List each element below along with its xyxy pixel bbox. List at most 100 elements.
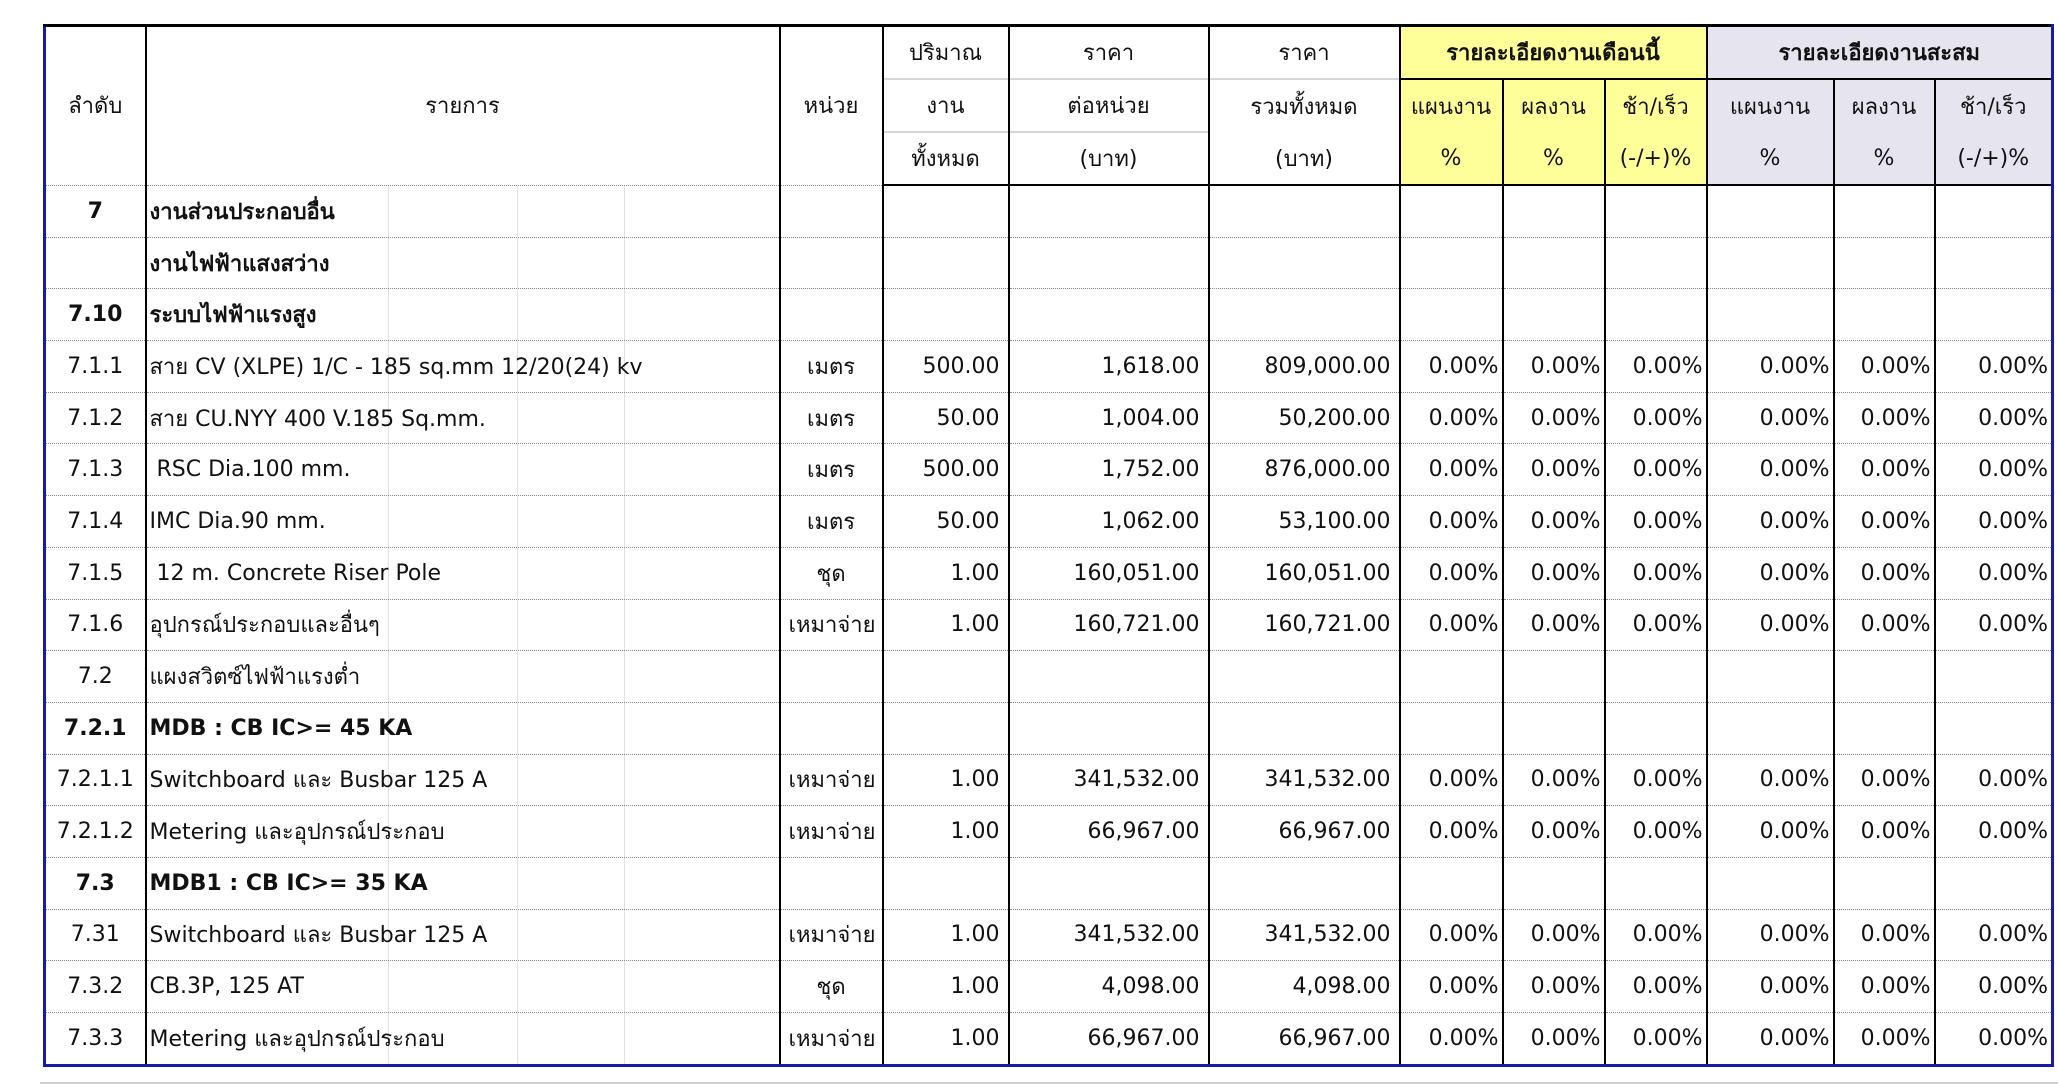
item-unit	[778, 650, 884, 703]
item-total-price: 53,100.00	[1207, 495, 1401, 548]
item-quantity: 1.00	[881, 908, 1010, 961]
item-quantity	[881, 650, 1010, 703]
item-description: งานส่วนประกอบอื่น	[144, 184, 781, 238]
item-total-price: 809,000.00	[1207, 340, 1401, 393]
item-quantity: 1.00	[881, 546, 1010, 599]
item-month-diff-percent	[1604, 650, 1708, 703]
item-cum-actual-percent	[1833, 288, 1936, 341]
item-cum-diff-percent	[1934, 184, 2054, 238]
header-qty-line2: งาน	[881, 78, 1010, 132]
item-quantity: 1.00	[881, 960, 1010, 1013]
item-cum-actual-percent: 0.00%	[1833, 546, 1936, 599]
table-header: ลำดับ รายการ หน่วย ปริมาณ ราคา ราคา รายล…	[43, 24, 2054, 186]
item-month-actual-percent: 0.00%	[1502, 908, 1606, 961]
item-month-plan-percent	[1398, 701, 1504, 755]
item-unit	[778, 236, 884, 289]
table-row: 7.1.1 สาย CV (XLPE) 1/C - 185 sq.mm 12/20…	[43, 340, 2054, 393]
item-month-actual-percent: 0.00%	[1502, 495, 1606, 548]
item-month-plan-percent: 0.00%	[1398, 805, 1504, 858]
item-description: IMC Dia.90 mm.	[144, 495, 781, 548]
header-qty-line3: ทั้งหมด	[881, 131, 1010, 186]
item-unit-price: 341,532.00	[1007, 908, 1210, 961]
header-month-actual: ผลงาน	[1502, 79, 1606, 132]
item-no: 7.2.1.2	[43, 805, 147, 858]
item-unit-price	[1007, 650, 1210, 703]
table-row: 7.10 ระบบไฟฟ้าแรงสูง	[43, 288, 2054, 341]
item-cum-plan-percent: 0.00%	[1705, 340, 1835, 393]
item-cum-actual-percent: 0.00%	[1833, 443, 1936, 496]
item-no: 7.10	[43, 288, 147, 341]
item-unit-price	[1007, 856, 1210, 910]
item-quantity	[881, 701, 1010, 755]
item-quantity	[881, 236, 1010, 289]
header-unit: หน่วย	[778, 24, 884, 185]
item-unit-price: 341,532.00	[1007, 753, 1210, 806]
item-unit-price	[1007, 288, 1210, 341]
item-description: RSC Dia.100 mm.	[144, 443, 781, 496]
item-month-diff-percent: 0.00%	[1604, 391, 1708, 444]
item-cum-diff-percent: 0.00%	[1934, 391, 2054, 444]
item-no: 7.3.2	[43, 960, 147, 1013]
item-month-plan-percent	[1398, 184, 1504, 238]
item-month-diff-percent	[1604, 288, 1708, 341]
item-unit: เมตร	[778, 495, 884, 548]
item-unit: เหมาจ่าย	[778, 805, 884, 858]
item-month-diff-percent: 0.00%	[1604, 546, 1708, 599]
item-no: 7.1.6	[43, 598, 147, 651]
item-month-plan-percent: 0.00%	[1398, 495, 1504, 548]
item-total-price: 66,967.00	[1207, 805, 1401, 858]
item-no: 7	[43, 184, 147, 238]
table-row: 7.2 แผงสวิตซ์ไฟฟ้าแรงต่ำ	[43, 650, 2054, 703]
item-total-price	[1207, 701, 1401, 755]
header-cum-plan-unit: %	[1705, 132, 1835, 186]
item-month-diff-percent: 0.00%	[1604, 908, 1708, 961]
item-cum-diff-percent: 0.00%	[1934, 960, 2054, 1013]
item-cum-diff-percent: 0.00%	[1934, 1012, 2054, 1067]
item-no: 7.1.5	[43, 546, 147, 599]
item-cum-diff-percent	[1934, 236, 2054, 289]
table-row: 7.1.5 12 m. Concrete Riser Pole ชุด 1.00 16…	[43, 546, 2054, 599]
header-total-price-line1: ราคา	[1207, 24, 1401, 79]
item-description: แผงสวิตซ์ไฟฟ้าแรงต่ำ	[144, 650, 781, 703]
item-cum-actual-percent	[1833, 701, 1936, 755]
item-unit	[778, 184, 884, 238]
item-description: CB.3P, 125 AT	[144, 960, 781, 1013]
item-unit	[778, 701, 884, 755]
item-total-price	[1207, 856, 1401, 910]
header-this-month: รายละเอียดงานเดือนนี้	[1398, 24, 1708, 80]
item-cum-diff-percent	[1934, 650, 2054, 703]
header-unit-price-line2: ต่อหน่วย	[1007, 78, 1210, 132]
item-unit: เหมาจ่าย	[778, 1012, 884, 1067]
item-total-price: 341,532.00	[1207, 908, 1401, 961]
item-quantity: 500.00	[881, 340, 1010, 393]
header-no: ลำดับ	[43, 24, 147, 185]
item-cum-plan-percent: 0.00%	[1705, 598, 1835, 651]
item-cum-diff-percent: 0.00%	[1934, 598, 2054, 651]
item-total-price: 160,051.00	[1207, 546, 1401, 599]
header-total-price-line2: รวมทั้งหมด	[1207, 78, 1401, 132]
item-unit-price	[1007, 236, 1210, 289]
item-total-price: 4,098.00	[1207, 960, 1401, 1013]
item-no: 7.1.1	[43, 340, 147, 393]
item-cum-plan-percent	[1705, 236, 1835, 289]
item-unit-price: 66,967.00	[1007, 1012, 1210, 1067]
item-cum-diff-percent	[1934, 701, 2054, 755]
item-month-plan-percent: 0.00%	[1398, 960, 1504, 1013]
item-month-actual-percent	[1502, 701, 1606, 755]
item-cum-actual-percent: 0.00%	[1833, 340, 1936, 393]
table-row: 7.2.1.2 Metering และอุปกรณ์ประกอบ เหมาจ่าย…	[43, 805, 2054, 858]
header-unit-price-line1: ราคา	[1007, 24, 1210, 79]
header-description: รายการ	[144, 24, 781, 185]
item-month-actual-percent	[1502, 184, 1606, 238]
header-qty-line1: ปริมาณ	[881, 24, 1010, 79]
item-description: งานไฟฟ้าแสงสว่าง	[144, 236, 781, 289]
item-total-price	[1207, 184, 1401, 238]
item-cum-diff-percent	[1934, 856, 2054, 910]
item-no: 7.31	[43, 908, 147, 961]
item-month-plan-percent	[1398, 236, 1504, 289]
item-unit-price: 1,752.00	[1007, 443, 1210, 496]
item-cum-diff-percent: 0.00%	[1934, 753, 2054, 806]
header-cum-diff: ช้า/เร็ว	[1934, 79, 2054, 132]
header-total-price-line3: (บาท)	[1207, 132, 1401, 186]
item-total-price	[1207, 288, 1401, 341]
